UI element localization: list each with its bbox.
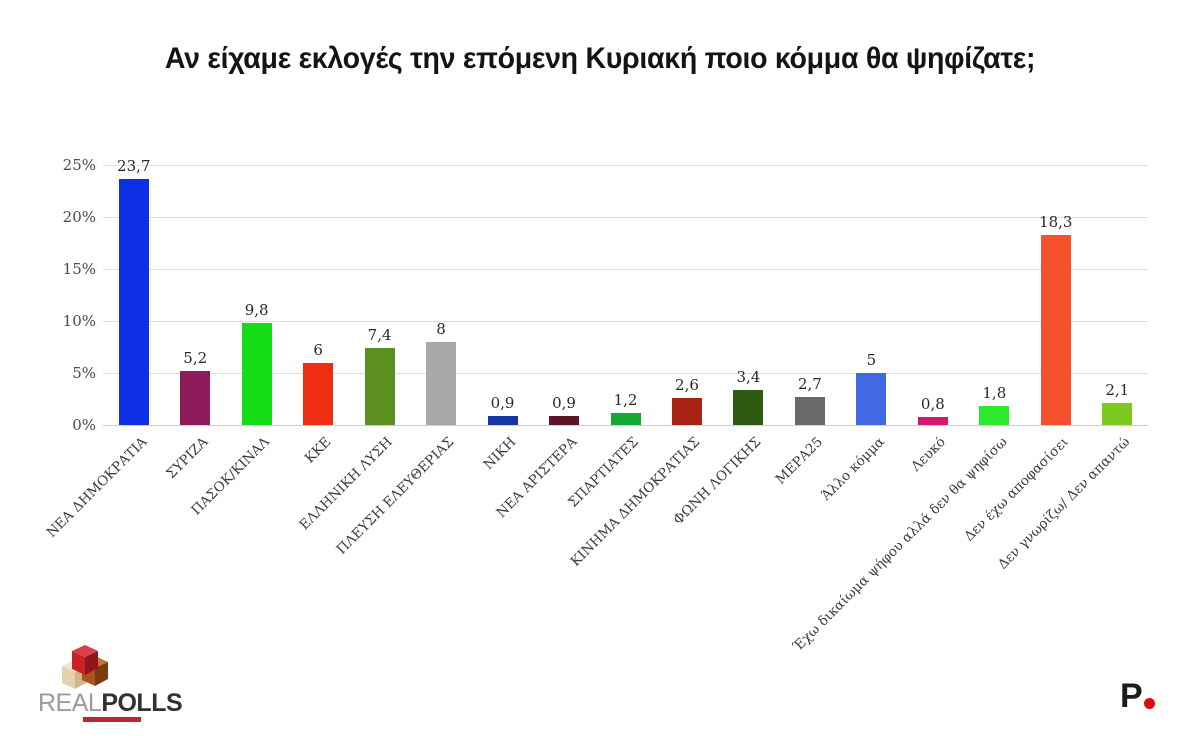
bar-value-label: 0,9 — [552, 393, 576, 412]
bar-value-label: 7,4 — [367, 326, 392, 345]
bar-ΚΚΕ — [303, 362, 334, 425]
realpolls-logo: REALPOLLS — [38, 644, 213, 728]
bar-value-label: 1,8 — [982, 384, 1007, 403]
bar-ΝΙΚΗ — [487, 415, 518, 425]
x-axis-label: ΝΕΑ ΔΗΜΟΚΡΑΤΙΑ — [43, 434, 151, 541]
bar-value-label: 0,9 — [490, 393, 515, 412]
bar-Δεν έχω αποφασίσει — [1040, 234, 1071, 425]
gridline-15% — [103, 269, 1148, 270]
y-tick-label: 25% — [62, 156, 96, 174]
gridline-20% — [103, 217, 1148, 218]
realpolls-wordmark: REALPOLLS — [38, 689, 183, 717]
bar-value-label: 23,7 — [117, 156, 151, 175]
bar-ΜΕΡΑ25 — [794, 396, 825, 425]
red-dot-icon — [1143, 698, 1155, 709]
bar-Έχω δικαίωμα ψήφου αλλά δεν θα ψηφίσω — [979, 406, 1010, 425]
bar-value-label: 3,4 — [736, 367, 761, 386]
x-axis-label: Λευκό — [908, 434, 950, 475]
chart-title-text: Αν είχαμε εκλογές την επόμενη Κυριακή πο… — [164, 42, 1036, 75]
y-tick-label: 0% — [72, 416, 96, 434]
bar-ΚΙΝΗΜΑ ΔΗΜΟΚΡΑΤΙΑΣ — [671, 397, 702, 425]
x-axis-label: Δεν γνωρίζω/ Δεν απαντώ — [995, 434, 1134, 573]
gridline-0% — [103, 425, 1148, 426]
y-tick-label: 20% — [62, 208, 96, 226]
y-tick-label: 15% — [62, 260, 96, 278]
bar-Άλλο κόμμα — [856, 373, 887, 425]
y-tick-label: 10% — [62, 312, 96, 330]
x-axis-label: ΜΕΡΑ25 — [772, 434, 827, 488]
x-axis-label: ΚΚΕ — [301, 434, 335, 467]
p-logo-letter: P — [1120, 677, 1143, 715]
bar-ΣΥΡΙΖΑ — [180, 370, 211, 425]
x-axis-label: Δεν έχω αποφασίσει — [961, 434, 1073, 545]
bar-value-label: 9,8 — [244, 301, 269, 320]
brand-tagline-strip — [83, 717, 141, 722]
p-dot-logo: P — [1120, 677, 1155, 715]
x-axis-label: ΝΙΚΗ — [479, 434, 519, 473]
bar-value-label: 5 — [866, 351, 877, 369]
bar-value-label: 18,3 — [1039, 212, 1073, 231]
realpolls-cubes-icon — [62, 645, 108, 689]
bar-value-label: 5,2 — [183, 348, 208, 367]
gridline-10% — [103, 321, 1148, 322]
bar-value-label: 8 — [436, 319, 446, 338]
brand-name-light: REAL — [38, 689, 102, 717]
bar-Λευκό — [917, 416, 948, 425]
x-axis-label: ΠΛΕΥΣΗ ΕΛΕΥΘΕΡΙΑΣ — [333, 434, 458, 558]
x-axis-label: Έχω δικαίωμα ψήφου αλλά δεν θα ψηφίσω — [789, 434, 1011, 655]
x-axis-label: ΣΥΡΙΖΑ — [163, 434, 212, 483]
x-axis-label: ΚΙΝΗΜΑ ΔΗΜΟΚΡΑΤΙΑΣ — [567, 434, 704, 570]
bar-ΝΕΑ ΔΗΜΟΚΡΑΤΙΑ — [118, 178, 149, 425]
brand-name-bold: POLLS — [101, 689, 183, 717]
bar-value-label: 1,2 — [613, 390, 638, 409]
chart-title: Αν είχαμε εκλογές την επόμενη Κυριακή πο… — [0, 42, 1200, 76]
bar-ΠΑΣΟΚ/ΚΙΝΑΛ — [241, 323, 272, 425]
gridline-5% — [103, 373, 1148, 374]
bar-value-label: 2,7 — [797, 374, 822, 393]
bar-ΦΩΝΗ ΛΟΓΙΚΗΣ — [733, 389, 764, 425]
bar-ΝΕΑ ΑΡΙΣΤΕΡΑ — [549, 415, 580, 425]
bar-ΕΛΛΗΝΙΚΗ ΛΥΣΗ — [364, 348, 395, 425]
gridline-25% — [103, 165, 1148, 166]
bar-value-label: 0,8 — [920, 394, 945, 413]
bar-value-label: 2,6 — [675, 375, 699, 394]
bar-Δεν γνωρίζω/ Δεν απαντώ — [1102, 403, 1133, 425]
bar-value-label: 6 — [313, 340, 323, 359]
bar-ΣΠΑΡΤΙΑΤΕΣ — [610, 412, 641, 425]
y-tick-label: 5% — [72, 364, 96, 382]
x-axis-label: Άλλο κόμμα — [818, 434, 888, 504]
bar-ΠΛΕΥΣΗ ΕΛΕΥΘΕΡΙΑΣ — [426, 341, 457, 425]
bar-value-label: 2,1 — [1105, 381, 1130, 400]
